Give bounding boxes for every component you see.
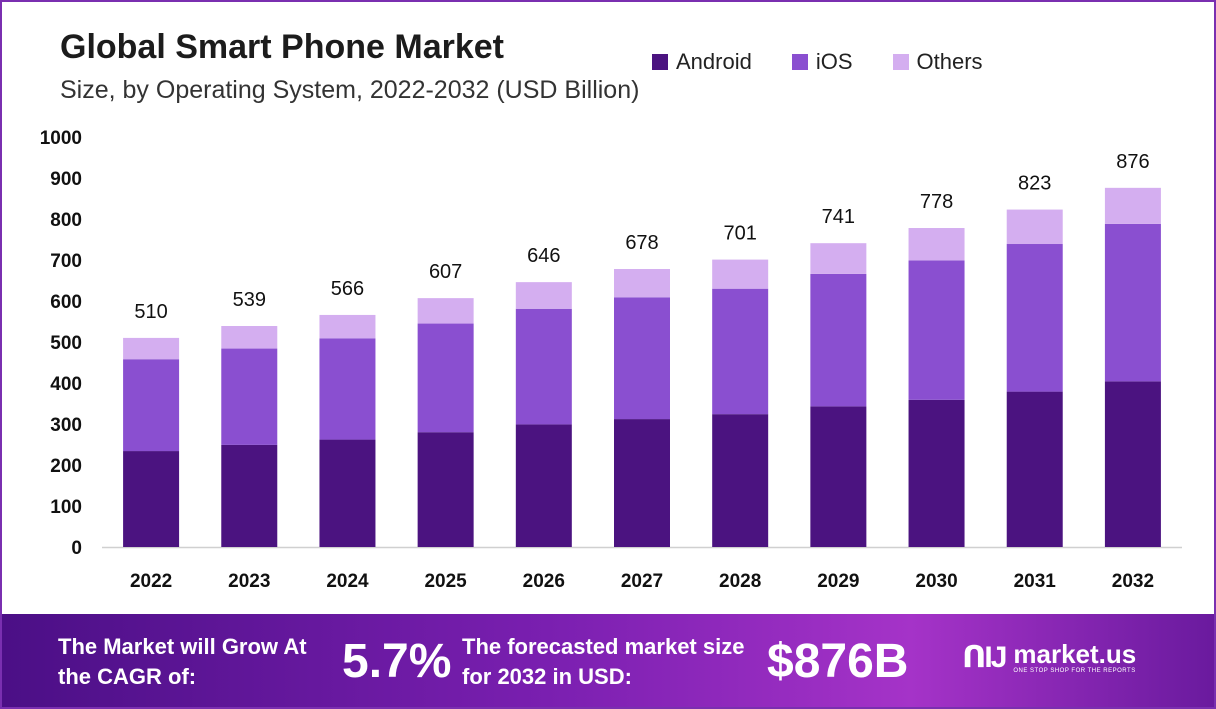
- x-tick-label-2029: 2029: [817, 571, 859, 592]
- bar-android-2032: [1104, 381, 1161, 547]
- summary-banner: The Market will Grow At the CAGR of: 5.7…: [2, 614, 1214, 707]
- bar-ios-2023: [221, 348, 278, 445]
- bar-android-2025: [417, 432, 474, 547]
- bar-ios-2028: [712, 288, 769, 415]
- cagr-caption: The Market will Grow At the CAGR of:: [58, 634, 307, 689]
- bar-ios-2024: [319, 338, 376, 440]
- total-label-2029: 741: [822, 206, 855, 228]
- bar-android-2031: [1006, 391, 1063, 547]
- y-tick-label: 1000: [40, 128, 82, 149]
- x-tick-label-2022: 2022: [130, 571, 172, 592]
- y-tick-label: 200: [50, 456, 82, 477]
- bar-others-2024: [319, 314, 376, 339]
- y-tick-label: 900: [50, 169, 82, 190]
- x-tick-label-2023: 2023: [228, 571, 270, 592]
- bar-others-2025: [417, 298, 474, 324]
- y-tick-label: 700: [50, 251, 82, 272]
- bar-ios-2030: [908, 260, 965, 400]
- chart-title: Global Smart Phone Market: [60, 28, 504, 66]
- legend-item-others: Others: [892, 49, 983, 75]
- bar-others-2027: [614, 269, 670, 298]
- bar-android-2028: [712, 414, 769, 547]
- total-label-2032: 876: [1116, 151, 1149, 173]
- x-tick-label-2032: 2032: [1112, 571, 1154, 592]
- bar-android-2029: [810, 406, 867, 547]
- total-label-2031: 823: [1018, 173, 1051, 195]
- chart-subtitle: Size, by Operating System, 2022-2032 (US…: [60, 76, 640, 104]
- bar-others-2028: [712, 259, 769, 289]
- legend-label-android: Android: [676, 49, 752, 74]
- bar-android-2026: [515, 424, 572, 547]
- y-tick-label: 300: [50, 415, 82, 436]
- x-tick-label-2030: 2030: [915, 571, 957, 592]
- bar-ios-2026: [515, 308, 572, 425]
- y-tick-label: 0: [71, 538, 82, 559]
- y-tick-label: 400: [50, 374, 82, 395]
- bar-others-2031: [1006, 209, 1063, 245]
- legend-swatch-others: [892, 54, 909, 70]
- logo-tagline: ONE STOP SHOP FOR THE REPORTS: [1013, 667, 1136, 674]
- total-label-2025: 607: [429, 261, 462, 283]
- total-label-2023: 539: [233, 289, 266, 311]
- bar-ios-2029: [810, 273, 867, 407]
- bar-ios-2027: [614, 297, 670, 420]
- bar-others-2032: [1104, 187, 1161, 224]
- x-tick-label-2024: 2024: [326, 571, 369, 592]
- legend-swatch-android: [652, 54, 668, 70]
- forecast-caption: The forecasted market size for 2032 in U…: [462, 634, 745, 689]
- x-tick-label-2025: 2025: [424, 571, 467, 592]
- bar-others-2026: [515, 282, 572, 309]
- x-tick-label-2026: 2026: [523, 571, 565, 592]
- legend: Android iOS Others: [652, 49, 983, 75]
- bar-others-2030: [908, 228, 965, 261]
- bar-ios-2025: [417, 323, 474, 433]
- y-tick-label: 500: [50, 333, 82, 354]
- bar-others-2029: [810, 243, 867, 274]
- x-tick-label-2027: 2027: [621, 571, 663, 592]
- bar-others-2023: [221, 326, 278, 349]
- bar-android-2027: [614, 419, 670, 547]
- bar-android-2024: [319, 439, 376, 547]
- x-tick-label-2028: 2028: [719, 571, 761, 592]
- bar-android-2022: [123, 451, 180, 547]
- bar-android-2030: [908, 399, 965, 547]
- y-tick-label: 100: [50, 497, 82, 518]
- bar-ios-2031: [1006, 244, 1063, 392]
- bar-ios-2032: [1104, 223, 1161, 382]
- total-label-2028: 701: [723, 223, 756, 245]
- bar-android-2023: [221, 444, 278, 547]
- total-label-2022: 510: [134, 301, 167, 323]
- total-label-2024: 566: [331, 278, 364, 300]
- bar-others-2022: [123, 337, 180, 360]
- x-tick-label-2031: 2031: [1014, 571, 1057, 592]
- legend-item-android: Android: [652, 49, 752, 75]
- stacked-bar-chart: 0 100 200 300 400 500 600 700 800 900 1000 510 2022 5…: [40, 128, 1182, 592]
- y-tick-label: 600: [50, 292, 82, 313]
- logo-mark-icon: ᑎIJ: [962, 641, 1007, 674]
- cagr-value: 5.7%: [342, 635, 452, 688]
- bar-ios-2022: [123, 359, 180, 452]
- total-label-2027: 678: [625, 232, 658, 254]
- total-label-2030: 778: [920, 191, 953, 213]
- legend-swatch-ios: [791, 54, 808, 70]
- logo-name: market.us: [1013, 638, 1137, 669]
- forecast-value: $876B: [767, 635, 909, 688]
- legend-item-ios: iOS: [791, 49, 853, 75]
- total-label-2026: 646: [527, 245, 560, 267]
- legend-label-ios: iOS: [815, 49, 853, 74]
- legend-label-others: Others: [916, 49, 983, 74]
- market-us-logo: ᑎIJ market.us ONE STOP SHOP FOR THE REPO…: [962, 640, 1136, 675]
- y-tick-label: 800: [50, 210, 82, 231]
